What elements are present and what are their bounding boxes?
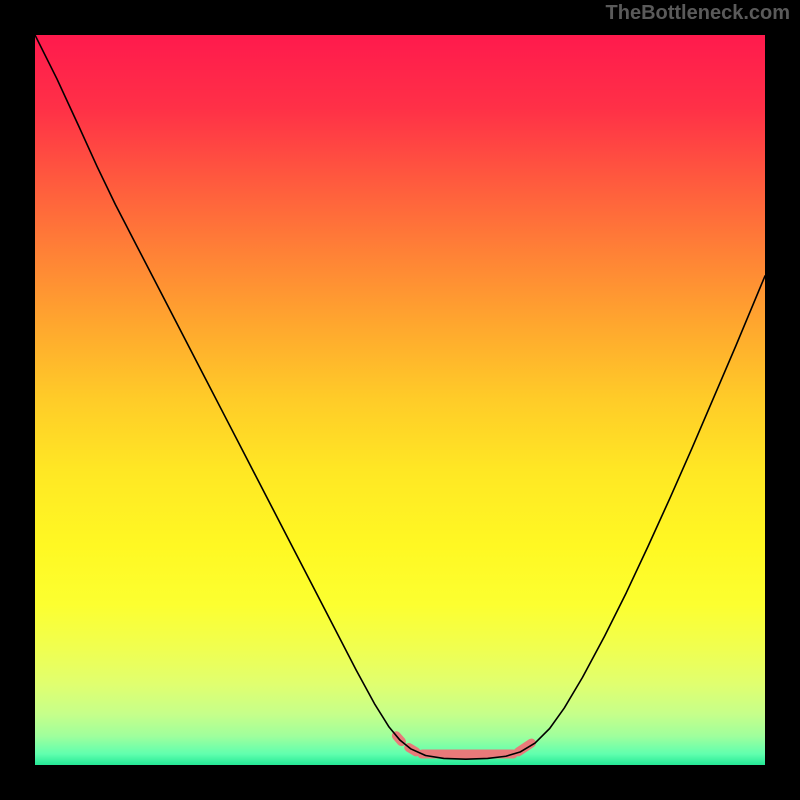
bottleneck-curve bbox=[35, 35, 765, 759]
plot-area bbox=[35, 35, 765, 765]
attribution-text: TheBottleneck.com bbox=[606, 2, 790, 25]
curve-layer bbox=[35, 35, 765, 765]
chart-container: { "attribution": "TheBottleneck.com", "c… bbox=[0, 0, 800, 800]
